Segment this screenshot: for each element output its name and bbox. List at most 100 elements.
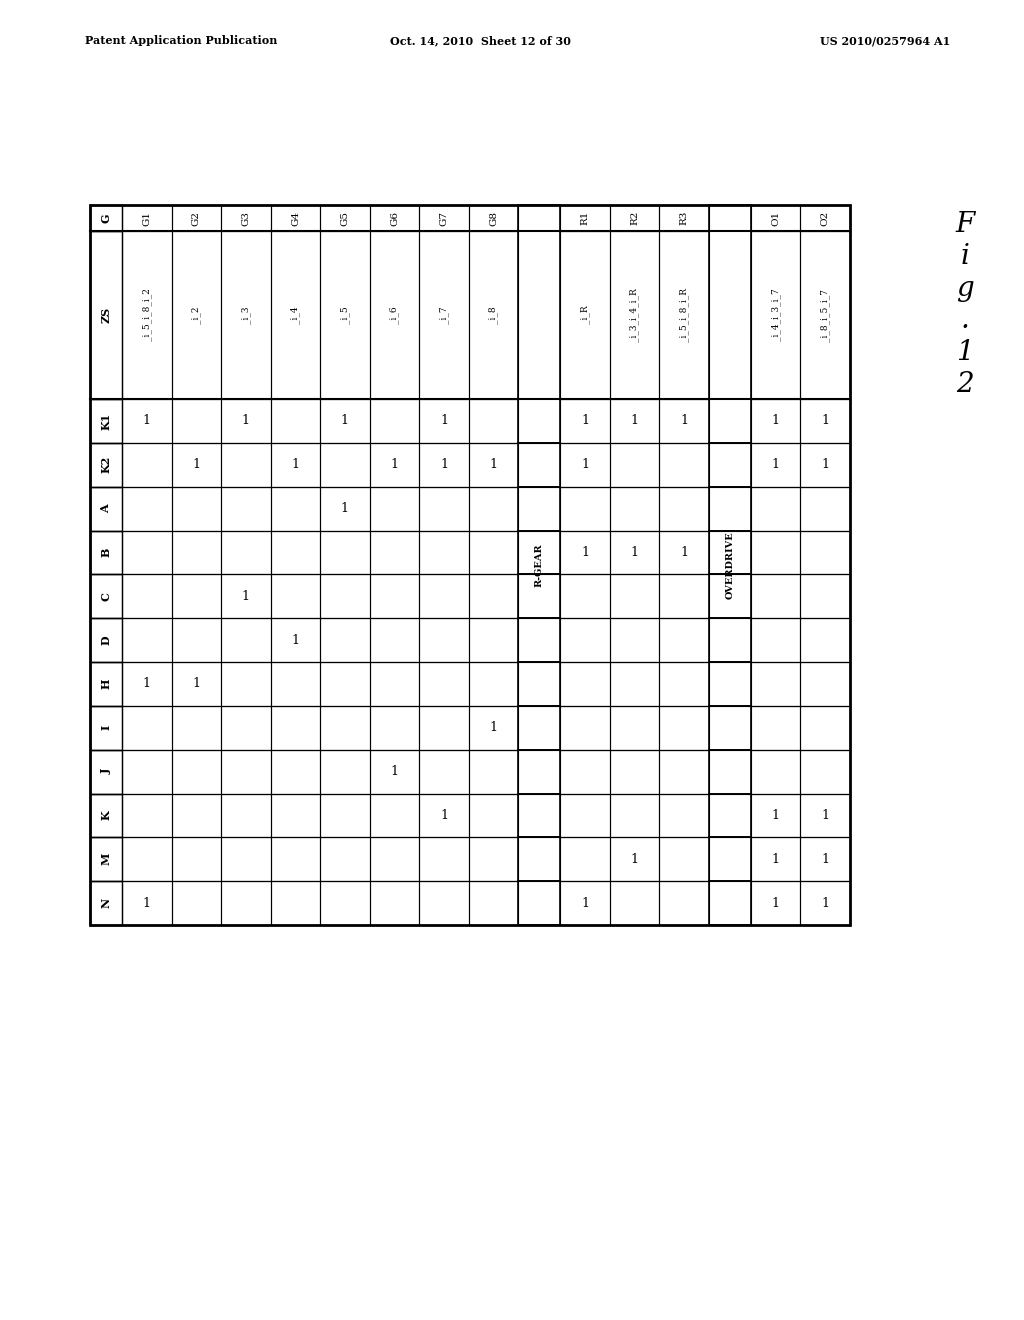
Bar xyxy=(419,663,469,706)
Bar xyxy=(221,837,270,882)
Bar xyxy=(370,399,419,442)
Text: M: M xyxy=(100,853,112,866)
Bar xyxy=(370,618,419,663)
Bar xyxy=(659,574,709,618)
Bar xyxy=(751,442,801,487)
Bar xyxy=(560,205,610,231)
Bar xyxy=(659,618,709,663)
Bar xyxy=(518,793,560,837)
Text: Patent Application Publication: Patent Application Publication xyxy=(85,36,278,46)
Bar xyxy=(122,706,172,750)
Text: _i_8_i_5_i_7: _i_8_i_5_i_7 xyxy=(820,289,830,342)
Bar xyxy=(801,663,850,706)
Bar xyxy=(801,750,850,793)
Bar xyxy=(270,750,321,793)
Bar xyxy=(709,205,751,231)
Bar xyxy=(751,531,801,574)
Bar xyxy=(801,205,850,231)
Bar xyxy=(610,205,659,231)
Bar xyxy=(659,750,709,793)
Bar xyxy=(419,531,469,574)
Bar xyxy=(659,663,709,706)
Text: 1: 1 xyxy=(242,590,250,603)
Text: 1: 1 xyxy=(489,458,498,471)
Bar xyxy=(709,618,751,663)
Bar xyxy=(122,399,172,442)
Text: 1: 1 xyxy=(821,414,829,428)
Bar xyxy=(321,231,370,399)
Bar xyxy=(370,663,419,706)
Text: G1: G1 xyxy=(142,210,152,226)
Text: 1: 1 xyxy=(581,546,589,558)
Bar xyxy=(122,205,172,231)
Text: _i_5: _i_5 xyxy=(340,306,350,323)
Text: 1: 1 xyxy=(581,414,589,428)
Bar xyxy=(469,231,518,399)
Text: 1: 1 xyxy=(292,458,299,471)
Text: H: H xyxy=(100,678,112,689)
Bar xyxy=(172,399,221,442)
Text: 1: 1 xyxy=(193,458,201,471)
Bar xyxy=(172,882,221,925)
Text: _i_4_i_3_i_7: _i_4_i_3_i_7 xyxy=(771,289,780,342)
Bar xyxy=(801,487,850,531)
Bar xyxy=(610,487,659,531)
Text: 1: 1 xyxy=(772,853,779,866)
Bar xyxy=(90,231,122,399)
Bar xyxy=(321,793,370,837)
Text: G: G xyxy=(100,214,112,223)
Text: N: N xyxy=(100,898,112,908)
Text: 1: 1 xyxy=(581,896,589,909)
Text: 2: 2 xyxy=(956,371,974,399)
Bar xyxy=(270,231,321,399)
Bar xyxy=(370,442,419,487)
Text: _i_6: _i_6 xyxy=(389,306,399,323)
Text: 1: 1 xyxy=(581,458,589,471)
Bar xyxy=(751,750,801,793)
Bar xyxy=(518,399,560,442)
Bar xyxy=(221,531,270,574)
Bar xyxy=(172,618,221,663)
Text: 1: 1 xyxy=(772,896,779,909)
Bar xyxy=(270,663,321,706)
Text: O2: O2 xyxy=(820,210,829,226)
Text: G3: G3 xyxy=(242,210,250,226)
Bar xyxy=(321,663,370,706)
Bar xyxy=(172,663,221,706)
Bar xyxy=(321,442,370,487)
Bar xyxy=(221,618,270,663)
Text: 1: 1 xyxy=(242,414,250,428)
Bar xyxy=(560,487,610,531)
Bar xyxy=(172,793,221,837)
Bar xyxy=(801,882,850,925)
Text: 1: 1 xyxy=(440,809,449,822)
Bar xyxy=(321,882,370,925)
Bar xyxy=(751,706,801,750)
Bar xyxy=(560,618,610,663)
Text: 1: 1 xyxy=(390,458,398,471)
Bar xyxy=(560,231,610,399)
Bar xyxy=(560,706,610,750)
Bar xyxy=(90,399,122,442)
Bar xyxy=(90,750,122,793)
Bar xyxy=(469,882,518,925)
Bar xyxy=(518,231,560,399)
Bar xyxy=(709,574,751,618)
Text: 1: 1 xyxy=(631,414,639,428)
Bar xyxy=(801,618,850,663)
Bar xyxy=(801,574,850,618)
Text: .: . xyxy=(961,308,970,334)
Bar xyxy=(419,882,469,925)
Bar xyxy=(270,837,321,882)
Text: 1: 1 xyxy=(440,458,449,471)
Bar xyxy=(801,793,850,837)
Bar xyxy=(90,487,122,531)
Text: K: K xyxy=(100,810,112,820)
Bar xyxy=(518,442,560,487)
Bar xyxy=(270,706,321,750)
Bar xyxy=(469,793,518,837)
Text: _i_2: _i_2 xyxy=(191,306,201,323)
Text: G8: G8 xyxy=(489,210,498,226)
Bar xyxy=(321,837,370,882)
Bar xyxy=(370,793,419,837)
